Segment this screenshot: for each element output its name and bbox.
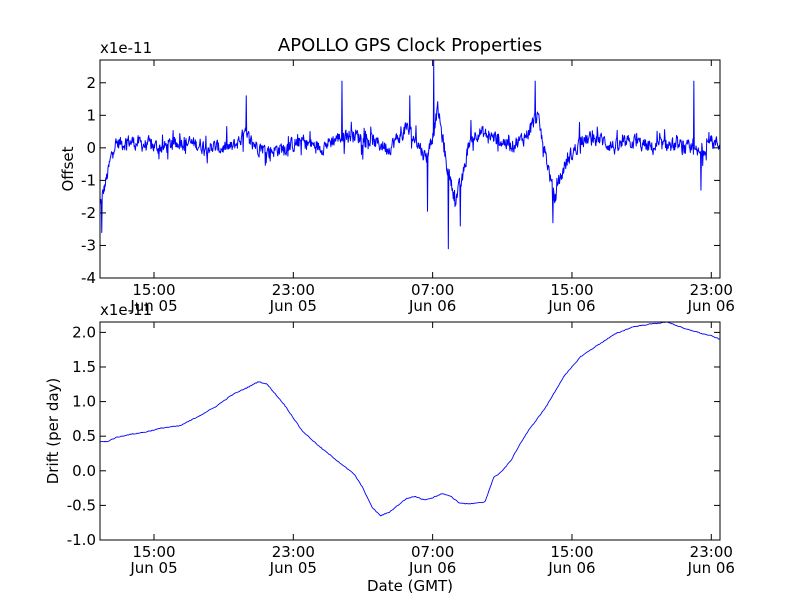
offset-y-ticks: 2 1 0 -1 -2 -3 -4	[81, 74, 720, 287]
offset-series	[99, 59, 721, 250]
offset-x-tick-date: Jun 05	[129, 297, 177, 315]
offset-scale-label: x1e-11	[100, 39, 152, 57]
drift-x-tick-date: Jun 05	[129, 559, 177, 577]
offset-x-tick-date: Jun 06	[687, 297, 735, 315]
x-axis-label: Date (GMT)	[367, 577, 453, 595]
drift-series	[99, 321, 721, 517]
offset-y-tick-label: -3	[81, 236, 96, 254]
drift-x-tick-time: 23:00	[690, 543, 733, 561]
offset-y-tick-label: -1	[81, 171, 96, 189]
drift-plot-area	[100, 322, 720, 540]
offset-x-tick-time: 15:00	[550, 281, 593, 299]
offset-x-tick-time: 23:00	[272, 281, 315, 299]
offset-x-tick-date: Jun 05	[269, 297, 317, 315]
drift-y-tick-label: 1.5	[72, 358, 96, 376]
drift-y-tick-label: -0.5	[67, 496, 96, 514]
drift-x-tick-time: 07:00	[411, 543, 454, 561]
offset-y-label: Offset	[59, 146, 77, 191]
drift-y-tick-label: -1.0	[67, 531, 96, 549]
drift-x-tick-date: Jun 06	[687, 559, 735, 577]
offset-x-tick-date: Jun 06	[408, 297, 456, 315]
drift-y-label: Drift (per day)	[44, 378, 62, 485]
offset-y-tick-label: -2	[81, 204, 96, 222]
drift-series-line	[99, 321, 721, 517]
drift-y-tick-label: 0.0	[72, 462, 96, 480]
chart-title: APOLLO GPS Clock Properties	[278, 35, 542, 56]
offset-series-line	[99, 59, 721, 250]
drift-y-tick-label: 2.0	[72, 323, 96, 341]
drift-x-tick-time: 15:00	[132, 543, 175, 561]
offset-plot-area	[100, 60, 720, 278]
drift-x-tick-time: 23:00	[272, 543, 315, 561]
drift-y-tick-label: 0.5	[72, 427, 96, 445]
drift-x-tick-time: 15:00	[550, 543, 593, 561]
offset-y-tick-label: 1	[86, 106, 96, 124]
offset-plot-frame	[99, 59, 721, 279]
drift-y-tick-label: 1.0	[72, 393, 96, 411]
offset-x-tick-time: 23:00	[690, 281, 733, 299]
offset-x-tick-time: 07:00	[411, 281, 454, 299]
drift-plot-frame	[99, 321, 721, 541]
offset-y-tick-label: -4	[81, 269, 96, 287]
offset-y-tick-label: 2	[86, 74, 96, 92]
drift-x-tick-date: Jun 06	[408, 559, 456, 577]
drift-scale-label: x1e-11	[100, 301, 152, 319]
drift-x-tick-date: Jun 05	[269, 559, 317, 577]
offset-x-tick-time: 15:00	[132, 281, 175, 299]
offset-y-tick-label: 0	[86, 139, 96, 157]
drift-x-tick-date: Jun 06	[547, 559, 595, 577]
offset-x-tick-date: Jun 06	[547, 297, 595, 315]
